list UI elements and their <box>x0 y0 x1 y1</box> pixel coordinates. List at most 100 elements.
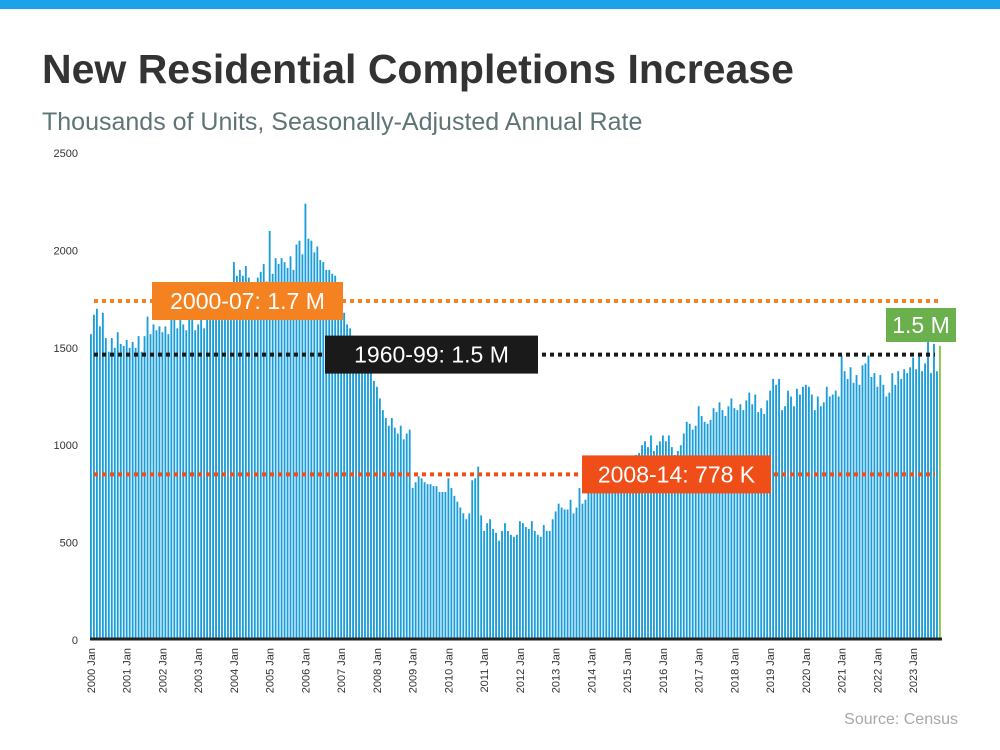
bar <box>489 519 492 640</box>
bar <box>587 491 590 640</box>
bar <box>501 530 503 640</box>
bar <box>387 425 390 640</box>
x-tick-label: 2019 Jan <box>765 648 777 693</box>
bar <box>876 386 879 640</box>
bar <box>700 415 703 640</box>
bar <box>629 462 632 640</box>
y-tick-label: 1500 <box>54 343 78 355</box>
bar <box>670 447 673 640</box>
bar <box>191 316 194 640</box>
bar <box>378 398 381 640</box>
bar <box>182 324 185 640</box>
bar <box>247 277 250 640</box>
bar <box>864 363 867 640</box>
bar <box>828 396 831 640</box>
bar <box>560 507 563 640</box>
bar <box>936 371 938 640</box>
bar <box>596 468 599 640</box>
bar <box>548 530 551 640</box>
x-tick-label: 2023 Jan <box>908 648 920 693</box>
bar <box>361 359 363 640</box>
bar <box>298 240 301 640</box>
bar <box>661 435 664 640</box>
bar-series <box>90 203 941 641</box>
bar <box>149 334 152 640</box>
bar <box>653 451 655 640</box>
bar <box>128 347 131 640</box>
bar <box>122 345 125 640</box>
bar <box>200 316 203 640</box>
bar <box>825 386 828 640</box>
bar <box>682 433 685 640</box>
bar <box>164 326 167 640</box>
bar <box>420 478 423 640</box>
label-1960-99-text: 1960-99: 1.5 M <box>354 342 509 368</box>
bar <box>328 269 331 640</box>
bar <box>554 511 557 640</box>
label-2000-07-text: 2000-07: 1.7 M <box>170 288 325 314</box>
bar <box>897 371 900 640</box>
bar <box>730 398 733 640</box>
bar <box>736 410 739 640</box>
bar <box>396 433 399 640</box>
bar <box>915 369 918 640</box>
bar <box>539 536 542 640</box>
bar <box>218 312 220 640</box>
bar <box>444 491 447 640</box>
bar <box>483 530 486 640</box>
bar <box>679 445 682 640</box>
bar <box>280 258 283 640</box>
bar <box>212 318 214 640</box>
x-tick-label: 2015 Jan <box>622 648 634 693</box>
bar <box>831 394 834 640</box>
bar <box>763 414 766 640</box>
label-background <box>152 282 343 320</box>
bar <box>691 429 694 640</box>
bar <box>375 386 378 640</box>
bar <box>894 384 897 640</box>
bar <box>173 318 176 640</box>
label-1960-99-box: 1960-99: 1.5 M <box>325 335 538 374</box>
x-tick-label: 2013 Jan <box>551 648 563 693</box>
page-subtitle: Thousands of Units, Seasonally-Adjusted … <box>42 108 643 136</box>
bar <box>390 417 393 640</box>
bar <box>861 365 864 640</box>
bar <box>337 287 340 640</box>
bar <box>277 264 280 640</box>
bar <box>626 456 629 640</box>
y-tick-label: 1000 <box>54 440 78 452</box>
bar <box>146 316 149 640</box>
bar <box>417 476 420 640</box>
bar <box>584 499 587 640</box>
bar <box>325 269 328 640</box>
top-accent-bar <box>0 0 1000 9</box>
bar <box>116 332 119 640</box>
bar <box>364 363 366 640</box>
bar <box>504 523 506 640</box>
bar <box>933 343 935 640</box>
bar <box>259 271 262 640</box>
bar <box>402 439 405 640</box>
bar <box>358 351 360 640</box>
bar <box>194 330 197 640</box>
bar <box>635 454 638 640</box>
bar <box>450 488 453 640</box>
reference-lines <box>94 299 940 477</box>
x-tick-label: 2010 Jan <box>443 648 455 693</box>
bar <box>647 447 649 640</box>
bar <box>313 252 316 640</box>
bar <box>572 513 575 640</box>
bar <box>399 425 402 640</box>
bar <box>888 392 891 640</box>
bar <box>623 460 626 640</box>
bar <box>667 435 670 640</box>
bar <box>620 468 623 640</box>
bar <box>271 273 274 640</box>
x-tick-label: 2016 Jan <box>658 648 670 693</box>
bar <box>256 277 259 640</box>
bar <box>432 486 435 640</box>
bar <box>334 275 337 640</box>
y-tick-label: 2500 <box>54 148 78 160</box>
bar <box>405 433 408 640</box>
bar <box>516 534 518 640</box>
